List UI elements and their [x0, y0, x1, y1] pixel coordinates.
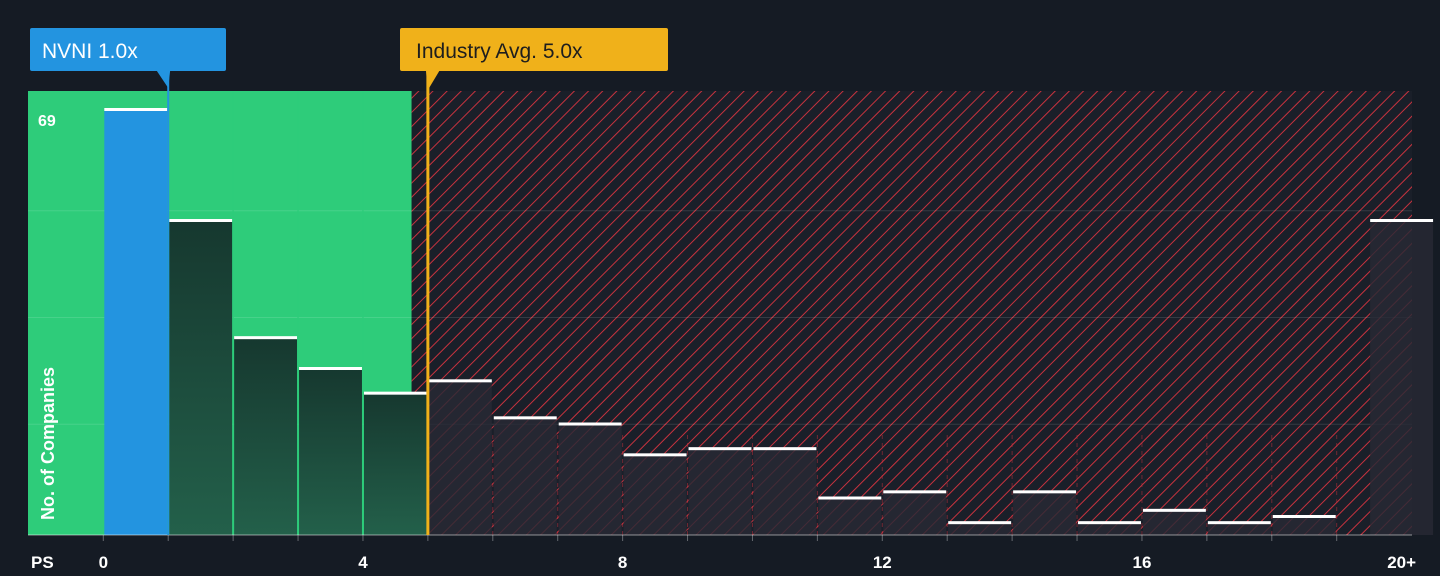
bar-top-cap	[623, 453, 687, 457]
bar-top-cap	[299, 367, 362, 370]
histogram-bar	[558, 424, 622, 535]
histogram-bar	[234, 337, 298, 535]
bar-top-cap	[1207, 521, 1271, 525]
bar-top-cap	[493, 416, 557, 420]
histogram-bar	[1078, 522, 1141, 535]
histogram-bar	[104, 109, 168, 535]
x-tick-label: 16	[1132, 553, 1151, 571]
company-label-box	[30, 28, 226, 71]
bar-top-cap	[169, 219, 233, 222]
histogram-bar	[1207, 522, 1271, 535]
histogram-bar	[1370, 220, 1434, 535]
company-label: NVNI 1.0x	[42, 40, 138, 63]
bar-top-cap	[883, 490, 947, 494]
bar-top-cap	[1013, 490, 1077, 494]
bar-top-cap	[234, 336, 298, 340]
x-tick-label: 4	[358, 553, 368, 571]
x-tick-label: 20+	[1387, 553, 1416, 571]
bar-top-cap	[1272, 515, 1336, 518]
bar-top-cap	[104, 108, 168, 111]
bar-top-cap	[948, 521, 1012, 525]
histogram-bar	[169, 220, 233, 535]
histogram-bar	[623, 454, 687, 535]
x-tick-label: 12	[873, 553, 892, 571]
bar-top-cap	[1078, 521, 1141, 525]
bar-top-cap	[1142, 508, 1206, 512]
bar-top-cap	[363, 391, 427, 395]
bar-top-cap	[1370, 219, 1434, 222]
histogram-bar	[363, 393, 427, 535]
histogram-bar	[818, 498, 882, 535]
histogram-bar	[1272, 516, 1336, 535]
company-label-pointer	[156, 70, 171, 88]
bar-top-cap	[428, 379, 492, 383]
histogram-bar	[753, 448, 817, 535]
bar-top-cap	[558, 422, 622, 426]
bar-top-cap	[753, 447, 817, 451]
x-tick-label: 8	[618, 553, 627, 571]
x-tick-label: 0	[99, 553, 108, 571]
y-axis-label: No. of Companies	[38, 367, 58, 520]
x-axis-metric-label: PS	[31, 553, 54, 571]
y-tick-label: 69	[38, 113, 56, 130]
industry-avg-label-pointer	[425, 70, 440, 90]
histogram-bar	[299, 368, 362, 535]
histogram-bar	[688, 448, 752, 535]
histogram-bar	[948, 522, 1012, 535]
histogram-bar	[428, 380, 492, 535]
industry-avg-label-box	[400, 28, 668, 71]
bar-top-cap	[688, 447, 752, 451]
histogram-bar	[493, 417, 557, 535]
histogram-bar	[883, 491, 947, 535]
histogram-bar	[1142, 510, 1206, 535]
histogram-bar	[1013, 491, 1077, 535]
bar-top-cap	[818, 496, 882, 500]
industry-avg-label: Industry Avg. 5.0x	[416, 40, 583, 63]
